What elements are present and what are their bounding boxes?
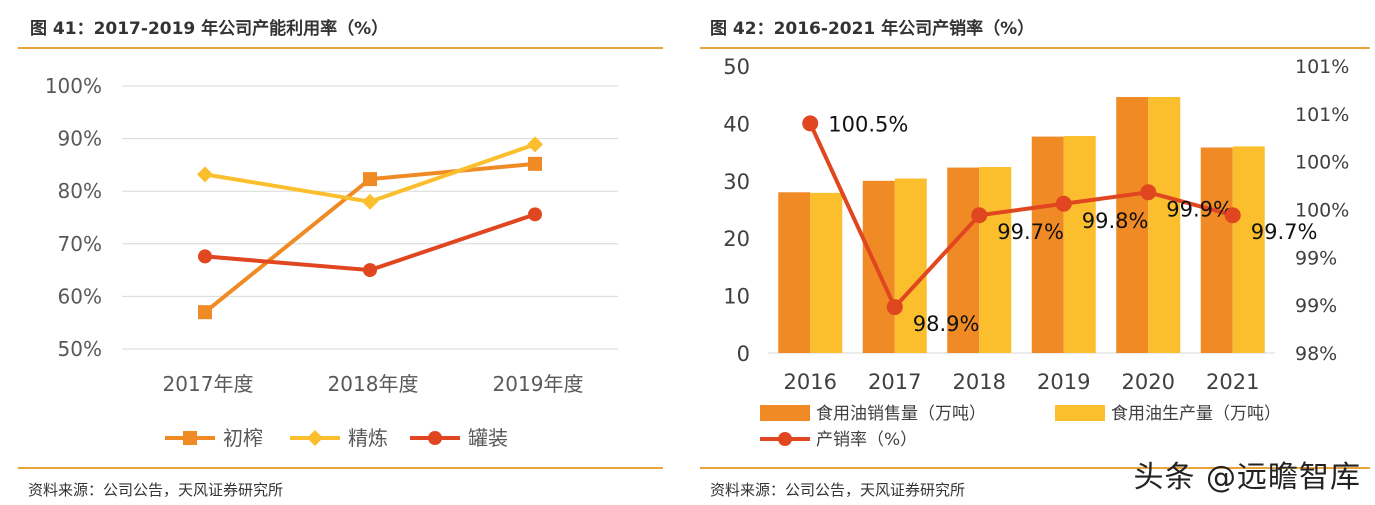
y2-tick-label: 100% [1295, 200, 1349, 222]
right-source-note: 资料来源：公司公告，天风证券研究所 [710, 481, 966, 499]
rate-point [886, 299, 903, 316]
right-figure-title: 图 42：2016-2021 年公司产销率（%） [710, 19, 1035, 39]
x-tick-label: 2020 [1122, 370, 1175, 394]
data-point [363, 263, 377, 278]
legend-swatch [760, 405, 810, 421]
x-tick-label: 2017年度 [163, 372, 254, 396]
rate-point [1224, 207, 1241, 224]
data-point [198, 305, 212, 320]
sales-bar [947, 167, 980, 353]
capacity-utilization-panel: 图 41：2017-2019 年公司产能利用率（%） 50% 60% 70% 80% 9… [0, 0, 680, 505]
rate-point [802, 115, 819, 132]
sales-production-chart: 0 10 20 30 40 50 98% 99% 99% 100% 100% 101% 101% 2016… [723, 55, 1349, 450]
data-point [363, 172, 377, 187]
y-tick-label: 100% [45, 74, 102, 98]
legend-marker [428, 431, 442, 445]
y-tick-label: 80% [58, 179, 102, 203]
rate-data-label: 99.7% [997, 220, 1064, 244]
left-source-note: 资料来源：公司公告，天风证券研究所 [28, 481, 284, 499]
rate-point [971, 207, 988, 224]
rate-line [808, 122, 1234, 311]
y2-tick-label: 98% [1295, 343, 1337, 365]
y-tick-label: 40 [723, 112, 750, 136]
data-point [528, 156, 542, 171]
rate-data-label: 99.8% [1082, 209, 1149, 233]
x-tick-label: 2021 [1206, 370, 1259, 394]
y-tick-label: 90% [58, 127, 102, 151]
x-tick-label: 2019年度 [493, 372, 584, 396]
data-point [197, 166, 213, 183]
legend-label: 食用油销售量（万吨） [816, 404, 986, 424]
y-tick-label: 50% [58, 337, 102, 361]
data-point [528, 207, 542, 222]
watermark-text: 头条 @远瞻智库 [1133, 460, 1361, 495]
legend-marker [307, 430, 323, 446]
sales-bar [1200, 147, 1233, 353]
x-tick-label: 2017 [868, 370, 921, 394]
data-point [198, 249, 212, 264]
data-point [362, 193, 378, 210]
production-bar [894, 178, 927, 353]
y-tick-label: 20 [723, 227, 750, 251]
rate-point [1140, 184, 1157, 201]
legend-marker [183, 431, 197, 445]
legend-label: 罐装 [468, 426, 508, 450]
production-bar [810, 192, 843, 353]
production-bar [979, 167, 1012, 353]
y-tick-label: 70% [58, 232, 102, 256]
y-tick-label: 50 [723, 55, 750, 79]
y-tick-label: 0 [737, 342, 750, 366]
legend-label: 食用油生产量（万吨） [1111, 404, 1281, 424]
legend-label: 产销率（%） [816, 430, 917, 450]
left-figure-title: 图 41：2017-2019 年公司产能利用率（%） [30, 19, 389, 39]
x-tick-label: 2018年度 [328, 372, 419, 396]
sales-bar [778, 192, 811, 353]
y-tick-label: 30 [723, 170, 750, 194]
rate-data-label: 99.9% [1166, 197, 1233, 221]
y2-tick-label: 101% [1295, 104, 1349, 126]
legend-label: 精炼 [348, 426, 388, 450]
rate-data-label: 100.5% [828, 112, 908, 136]
rate-data-label: 99.7% [1251, 220, 1318, 244]
y2-tick-label: 101% [1295, 56, 1349, 78]
right-footer-rule [700, 467, 1370, 469]
sales-bar [1031, 136, 1064, 353]
production-bar [1148, 96, 1181, 353]
production-bar [1232, 146, 1265, 353]
sales-production-panel: 图 42：2016-2021 年公司产销率（%） 0 10 20 30 40 50 98% 9… [690, 0, 1375, 505]
x-tick-label: 2018 [953, 370, 1006, 394]
y-tick-label: 60% [58, 284, 102, 308]
sales-bar [1116, 96, 1149, 353]
legend-marker [778, 432, 792, 446]
y2-tick-label: 100% [1295, 152, 1349, 174]
rate-data-label: 98.9% [913, 312, 980, 336]
sales-bar [862, 180, 895, 353]
production-bar [1063, 136, 1096, 353]
right-title-rule [700, 47, 1370, 49]
rate-point [1055, 195, 1072, 212]
y2-tick-label: 99% [1295, 247, 1337, 269]
y2-tick-label: 99% [1295, 295, 1337, 317]
legend-label: 初榨 [223, 426, 263, 450]
left-footer-rule [18, 467, 663, 469]
legend-swatch [1055, 405, 1105, 421]
x-tick-label: 2016 [784, 370, 837, 394]
data-point [527, 136, 543, 153]
series-line [204, 212, 536, 273]
y-tick-label: 10 [723, 285, 750, 309]
left-title-rule [18, 47, 663, 49]
x-tick-label: 2019 [1037, 370, 1090, 394]
